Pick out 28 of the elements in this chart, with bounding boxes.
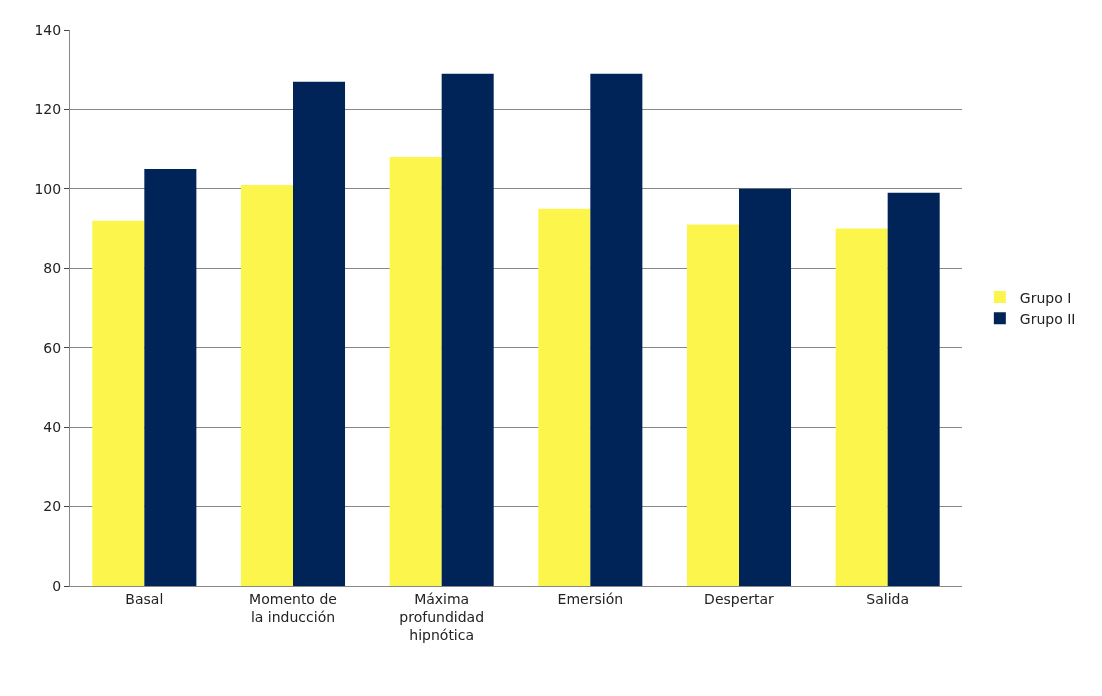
legend-label: Grupo II [1019,310,1076,327]
bar [389,157,442,586]
y-tick-label: 100 [34,180,62,197]
bar [590,73,643,586]
y-tick-label: 60 [43,339,62,356]
bar [441,73,494,586]
y-tick-label: 0 [52,577,62,594]
y-tick-label: 40 [43,419,62,436]
y-tick-label: 20 [43,498,62,515]
y-tick-label: 120 [34,101,62,118]
bar [887,192,940,586]
bar [835,228,888,586]
y-tick-label: 140 [34,21,62,38]
legend-label: Grupo I [1019,289,1072,306]
bar [92,220,145,586]
bar [240,184,293,586]
bar [739,188,792,586]
x-tick-label: Despertar [704,590,775,607]
x-tick-label: Basal [125,590,164,607]
x-tick-label: Emersión [557,590,624,607]
x-tick-label: Momento de la inducción [249,590,337,625]
x-tick-label: Máxima profundidad hipnótica [399,590,485,644]
bar [293,81,346,586]
y-tick-label: 80 [43,260,62,277]
bar [538,208,591,586]
bar [686,224,739,586]
x-tick-label: Salida [866,590,910,607]
bar [144,169,197,586]
